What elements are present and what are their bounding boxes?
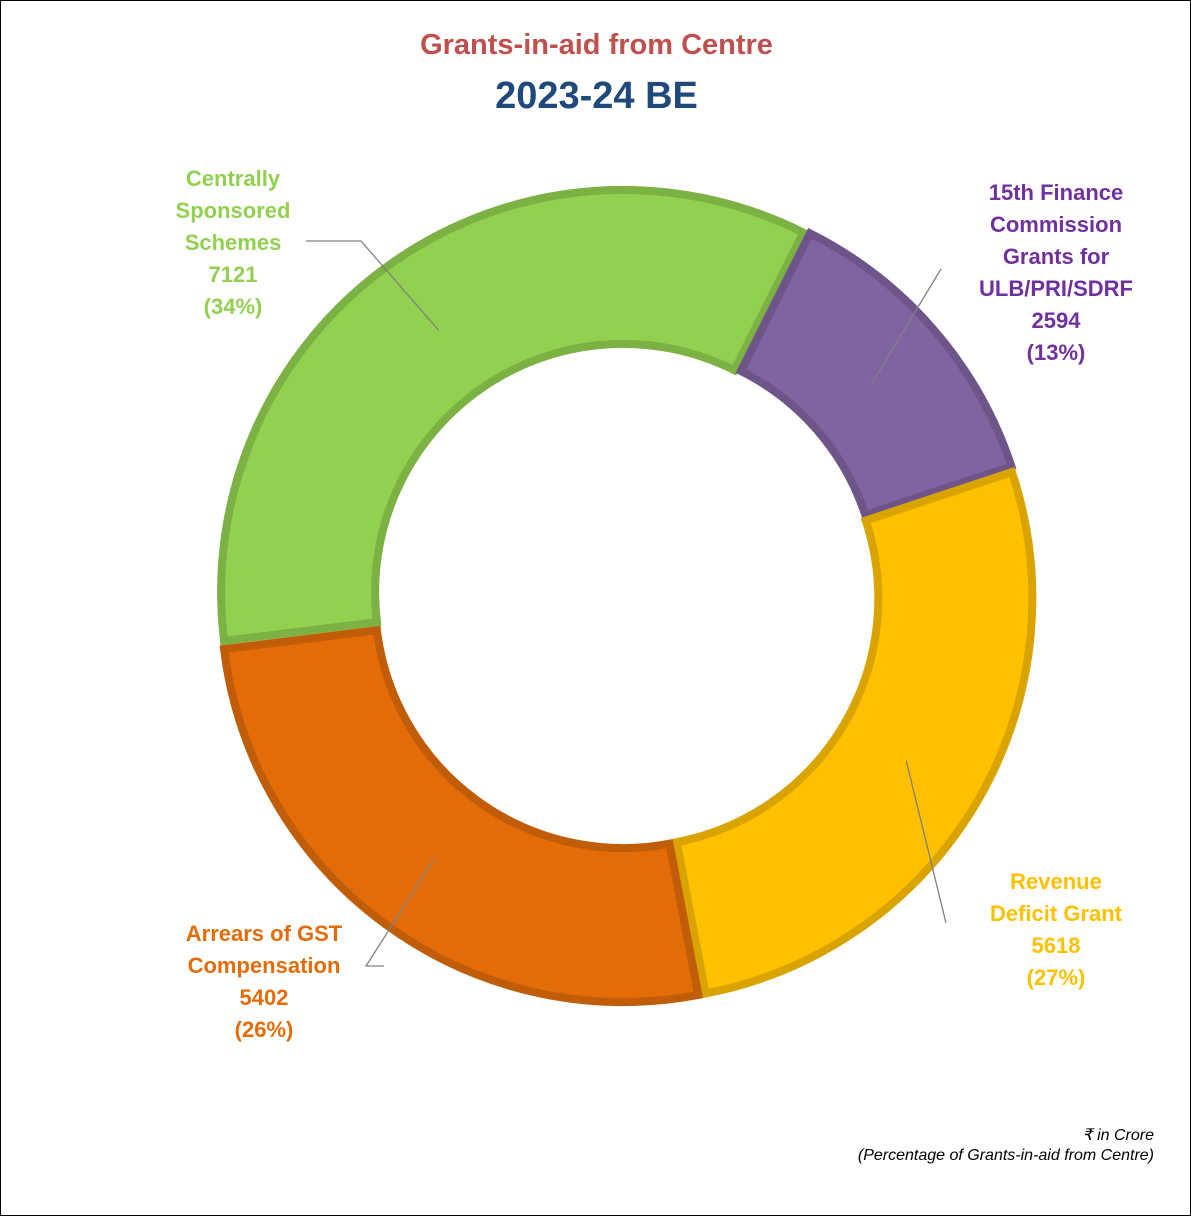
category-label: Arrears of GST Compensation	[185, 921, 343, 978]
percent-label: (34%)	[203, 294, 263, 319]
value-label: 5618	[1031, 933, 1081, 958]
chart-title: Grants-in-aid from Centre	[420, 29, 773, 61]
value-label: 7121	[208, 262, 258, 287]
percent-label: (13%)	[1026, 340, 1086, 365]
donut-slice	[217, 185, 809, 646]
data-label: Centrally Sponsored Schemes 7121 (34%)	[163, 163, 303, 323]
category-label: Revenue Deficit Grant	[989, 869, 1123, 926]
chart-subtitle: 2023-24 BE	[495, 75, 698, 117]
leader-line	[306, 240, 440, 331]
category-label: 15th Finance Commission Grants for ULB/P…	[979, 180, 1133, 301]
value-label: 5402	[239, 985, 289, 1010]
note: (Percentage of Grants-in-aid from Centre…	[857, 1147, 1154, 1164]
note: ₹ in Crore	[1082, 1127, 1154, 1144]
percent-label: (27%)	[1026, 965, 1086, 990]
value-label: 2594	[1031, 308, 1081, 333]
data-label: Arrears of GST Compensation 5402 (26%)	[157, 918, 372, 1046]
donut-slice	[672, 467, 1037, 999]
donut-slice	[735, 228, 1017, 520]
donut-slice	[219, 625, 703, 1006]
leader-line	[364, 858, 436, 967]
category-label: Centrally Sponsored Schemes	[175, 166, 291, 255]
leader-line	[871, 268, 942, 384]
percent-label: (26%)	[234, 1017, 294, 1042]
leader-line	[905, 760, 947, 924]
data-label: Revenue Deficit Grant 5618 (27%)	[976, 866, 1136, 994]
data-label: 15th Finance Commission Grants for ULB/P…	[964, 177, 1149, 369]
